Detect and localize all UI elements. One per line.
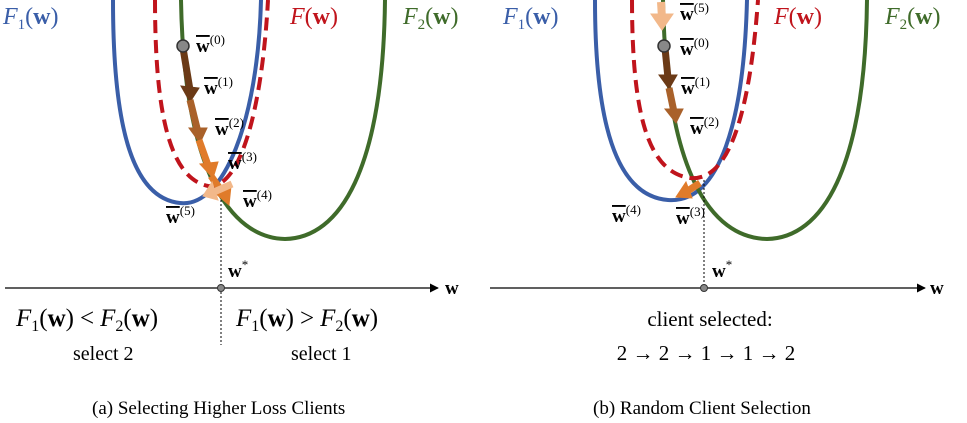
panel-b-iterate-3: w(3): [676, 204, 705, 229]
panel-b-arrowhead-5: [650, 13, 674, 31]
panel-a-f-global-curve: [153, 0, 270, 189]
panel-b: F1(w) F(w) F2(w) w(5) w(0) w(1) w(2) w(4…: [490, 0, 944, 419]
panel-a-left-condition: F1(w) < F2(w): [15, 305, 158, 335]
panel-b-f1-curve: [593, 0, 749, 203]
panel-a-caption: (a) Selecting Higher Loss Clients: [92, 398, 345, 419]
panel-a-w-axis-label: w: [445, 278, 459, 299]
panel-b-arrowhead-3: [675, 180, 693, 199]
panel-b-wstar-point: [700, 284, 708, 292]
panel-b-iterate-4: w(4): [612, 202, 641, 227]
panel-b-arrowhead-1: [663, 108, 684, 124]
panel-b-caption: (b) Random Client Selection: [593, 398, 811, 419]
panel-a-right-select: select 1: [291, 343, 352, 365]
panel-b-wstar-label: w*: [712, 257, 732, 282]
panel-b-w-axis-label: w: [930, 278, 944, 299]
panel-b-iterate-0: w(0): [680, 35, 709, 60]
panel-a-iterate-2: w(2): [215, 115, 244, 140]
panel-a-start-point: [176, 39, 190, 53]
panel-a-left-select: select 2: [73, 343, 134, 365]
panel-a-f2-label: F2(w): [402, 4, 459, 33]
panel-a-f1-curve: [111, 0, 263, 206]
panel-b-selection-sequence: 2 → 2 → 1 → 1 → 2: [617, 341, 796, 365]
panel-a-f1-label: F1(w): [2, 4, 59, 33]
panel-a-wstar-label: w*: [228, 257, 248, 282]
panel-a-iterate-0: w(0): [196, 32, 225, 57]
panel-a-iterate-3: w(3): [228, 149, 257, 174]
panel-a-wstar-point: [217, 284, 225, 292]
panel-b-arrow-0: [661, 47, 672, 79]
panel-b-arrow-1: [665, 87, 678, 113]
panel-a-f-label: F(w): [289, 4, 338, 30]
panel-a-right-condition: F1(w) > F2(w): [235, 305, 378, 335]
panel-b-descent-arrows: [650, 1, 702, 199]
panel-b-arrowhead-0: [658, 74, 678, 90]
panel-a-arrow-0: [179, 47, 194, 91]
panel-b-f2-curve: [661, 0, 869, 242]
panel-a-iterate-4: w(4): [243, 187, 272, 212]
panel-b-start-point: [657, 39, 671, 53]
panel-a-arrowhead-4: [202, 180, 219, 201]
panel-a-arrow-4: [212, 180, 234, 196]
panel-a: F1(w) F(w) F2(w) w(0) w(1) w(2) w(3) w(4…: [2, 0, 459, 419]
panel-a-descent-arrows: [179, 47, 234, 207]
panel-a-iterate-1: w(1): [204, 74, 233, 99]
panel-b-iterate-5: w(5): [680, 0, 709, 25]
panel-b-f-label: F(w): [773, 4, 822, 30]
panel-a-iterate-5: w(5): [166, 203, 195, 228]
panel-a-arrowhead-2: [198, 161, 219, 179]
panel-a-arrowhead-1: [188, 127, 208, 144]
panel-b-f-global-curve: [630, 0, 760, 181]
panel-b-f1-label: F1(w): [502, 4, 559, 33]
panel-b-client-selected-label: client selected:: [647, 307, 772, 331]
panel-a-arrow-1: [186, 99, 202, 133]
panel-b-iterate-2: w(2): [690, 114, 719, 139]
panel-a-arrowhead-0: [180, 85, 200, 103]
panel-b-f2-label: F2(w): [884, 4, 941, 33]
panel-b-iterate-1: w(1): [681, 74, 710, 99]
